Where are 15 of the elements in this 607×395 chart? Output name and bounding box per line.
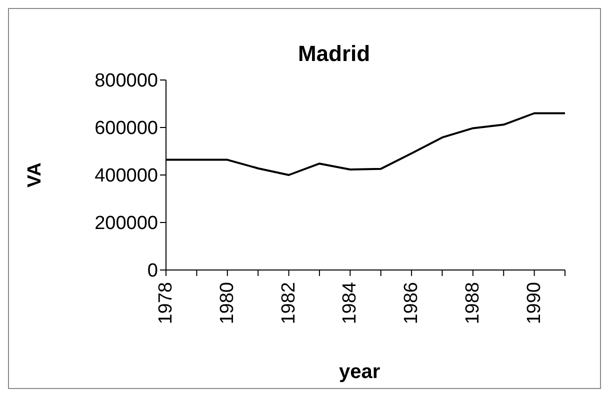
x-tick-label: 1986 [401, 282, 422, 324]
x-tick-label: 1990 [524, 282, 545, 324]
x-tick-label: 1978 [156, 282, 176, 324]
chart-title: Madrid [296, 41, 372, 67]
y-tick-label: 400000 [94, 166, 158, 187]
y-tick-label: 800000 [94, 70, 158, 92]
y-axis-title: VA [24, 162, 46, 188]
x-tick-label: 1980 [216, 282, 238, 324]
x-tick-label: 1982 [278, 282, 300, 324]
y-tick-label: 600000 [94, 118, 158, 140]
x-tick-label: 1984 [340, 282, 361, 324]
y-tick-label: 0 [147, 260, 158, 282]
y-tick-label: 200000 [94, 213, 158, 234]
x-tick-label: 1988 [462, 282, 484, 324]
x-axis-title: year [339, 361, 380, 384]
